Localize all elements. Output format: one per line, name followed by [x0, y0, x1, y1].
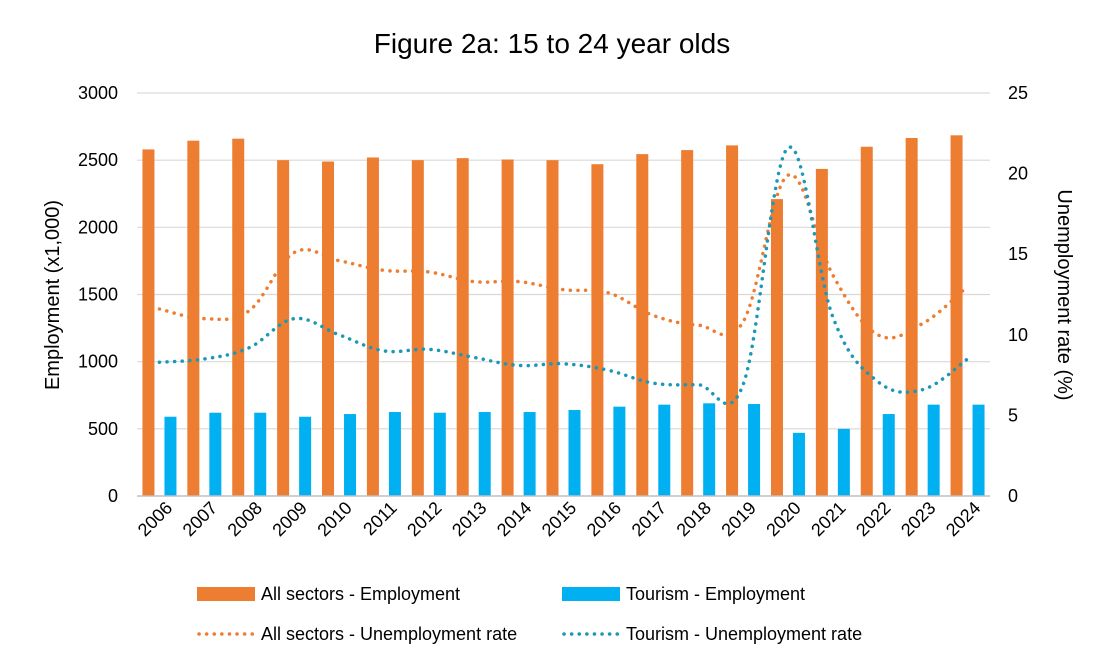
bar [950, 135, 963, 496]
x-tick-label: 2019 [717, 498, 759, 540]
bar [299, 416, 312, 496]
bar [770, 199, 783, 496]
y2-tick-label: 15 [1008, 244, 1028, 264]
legend: All sectors - Employment Tourism - Employ… [197, 584, 862, 644]
bar [681, 150, 694, 496]
x-tick-label: 2008 [224, 498, 266, 540]
bar [658, 404, 671, 496]
bar [366, 157, 379, 497]
bar [254, 412, 267, 496]
y-tick-label: 1500 [78, 285, 118, 305]
y-tick-label: 0 [108, 486, 118, 506]
x-tick-label: 2022 [852, 498, 894, 540]
bar-series-group [142, 135, 985, 497]
y-tick-label: 500 [88, 419, 118, 439]
y-tick-label: 1000 [78, 352, 118, 372]
x-tick-label: 2010 [313, 498, 355, 540]
bar [905, 138, 918, 497]
bar [726, 145, 739, 496]
legend-swatch [197, 587, 255, 601]
bar [277, 160, 290, 496]
x-tick-label: 2023 [897, 498, 939, 540]
bar [142, 149, 155, 497]
bar [164, 416, 177, 496]
bar [748, 403, 761, 496]
y-axis-title: Employment (x1,000) [42, 200, 64, 390]
y-tick-label: 3000 [78, 83, 118, 103]
bar [456, 158, 469, 496]
x-tick-label: 2006 [134, 498, 176, 540]
chart-title: Figure 2a: 15 to 24 year olds [374, 28, 730, 59]
x-tick-label: 2024 [942, 498, 984, 540]
bar [187, 140, 200, 496]
bar [591, 164, 604, 497]
y2-tick-label: 10 [1008, 325, 1028, 345]
legend-label: Tourism - Unemployment rate [626, 624, 862, 644]
bar [568, 410, 581, 496]
x-tick-label: 2021 [807, 498, 849, 540]
y2-axis-ticks: 0 5 10 15 20 25 [1008, 83, 1028, 506]
bar [792, 432, 805, 496]
bar [860, 146, 873, 496]
bar [613, 406, 626, 496]
bar [546, 160, 559, 496]
bar [344, 414, 357, 496]
line-series [157, 145, 970, 406]
bar [703, 403, 716, 496]
bar [411, 160, 424, 496]
x-tick-label: 2017 [628, 498, 670, 540]
y2-tick-label: 0 [1008, 486, 1018, 506]
x-tick-label: 2007 [179, 498, 221, 540]
x-tick-label: 2018 [673, 498, 715, 540]
legend-label: All sectors - Unemployment rate [261, 624, 517, 644]
x-tick-label: 2020 [762, 498, 804, 540]
bar [837, 428, 850, 496]
bar [972, 404, 985, 496]
line-series [157, 173, 970, 340]
y2-tick-label: 5 [1008, 405, 1018, 425]
bar [815, 168, 828, 497]
y2-axis-title: Unemployment rate (%) [1053, 189, 1075, 400]
x-tick-label: 2015 [538, 498, 580, 540]
bar [523, 412, 536, 496]
bar [927, 404, 940, 496]
y-axis-ticks: 0 500 1000 1500 2000 2500 3000 [78, 83, 118, 506]
x-tick-label: 2013 [448, 498, 490, 540]
legend-swatch [562, 587, 620, 601]
bar [501, 159, 514, 496]
y-tick-label: 2000 [78, 217, 118, 237]
bar [478, 412, 491, 496]
legend-label: Tourism - Employment [626, 584, 805, 604]
x-tick-label: 2016 [583, 498, 625, 540]
bar [209, 412, 222, 496]
x-axis-ticks: 2006 2007 2008 2009 2010 2011 2012 2013 2014 2015… [134, 498, 985, 540]
bar [433, 412, 446, 496]
bar [232, 138, 245, 496]
line-series-group [157, 145, 970, 406]
x-tick-label: 2011 [359, 498, 401, 540]
y2-tick-label: 20 [1008, 164, 1028, 184]
x-tick-label: 2009 [269, 498, 311, 540]
x-tick-label: 2014 [493, 498, 535, 540]
y-tick-label: 2500 [78, 150, 118, 170]
legend-label: All sectors - Employment [261, 584, 460, 604]
y2-tick-label: 25 [1008, 83, 1028, 103]
x-tick-label: 2012 [403, 498, 445, 540]
bar [882, 414, 895, 496]
bar [636, 154, 649, 496]
bar [388, 412, 401, 496]
